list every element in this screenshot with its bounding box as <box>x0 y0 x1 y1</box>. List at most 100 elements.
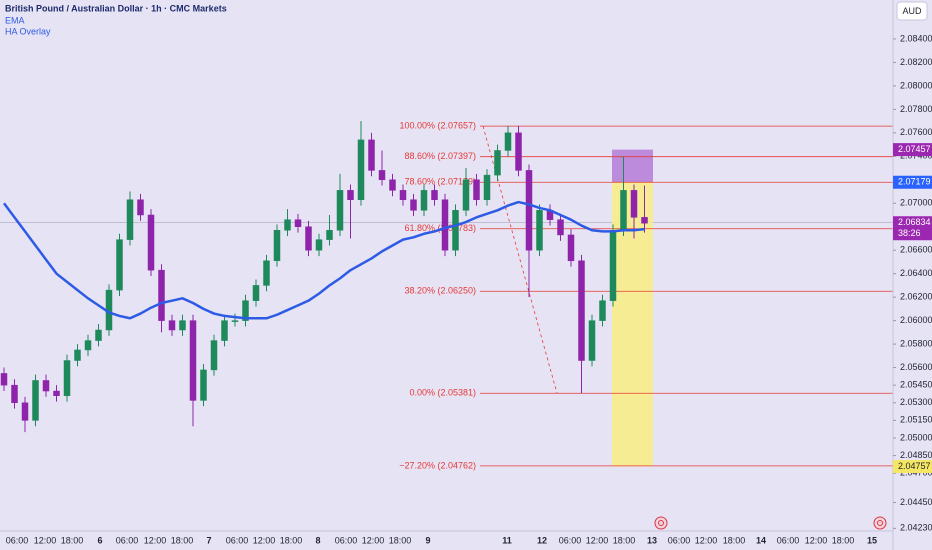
x-tick-label: 15 <box>867 535 877 545</box>
x-tick-label: 14 <box>756 535 766 545</box>
fib-label: 78.60% (2.07179) <box>404 177 476 187</box>
candle-body <box>284 219 291 231</box>
fib-label: 100.00% (2.07657) <box>399 121 476 131</box>
candle-body <box>347 190 354 200</box>
chart-title: British Pound / Australian Dollar · 1h ·… <box>5 3 227 13</box>
candle-body <box>620 190 627 231</box>
candle-body <box>494 150 501 176</box>
y-tick-label: 2.05800 <box>900 338 932 348</box>
candle-body <box>368 139 375 171</box>
target-price-tag-label: 2.04757 <box>898 461 931 471</box>
x-tick-label: 06:00 <box>116 535 139 545</box>
stop-price-tag-label: 2.07457 <box>898 144 931 154</box>
currency-button[interactable] <box>896 1 928 21</box>
candle-body <box>473 179 480 200</box>
entry-price-tag-label: 2.07179 <box>898 177 931 187</box>
candle-body <box>557 219 564 236</box>
x-tick-label: 18:00 <box>723 535 746 545</box>
fib-label: −27.20% (2.04762) <box>399 460 476 470</box>
x-tick-label: 06:00 <box>559 535 582 545</box>
indicator-label: HA Overlay <box>5 26 51 36</box>
x-tick-label: 9 <box>425 535 430 545</box>
candle-body <box>242 300 249 321</box>
fib-trend-line <box>482 126 558 394</box>
candle-body <box>32 380 39 421</box>
x-tick-label: 7 <box>206 535 211 545</box>
x-tick-label: 18:00 <box>280 535 303 545</box>
candle-body <box>410 199 417 211</box>
candle-body <box>441 199 449 251</box>
candle-body <box>578 260 585 361</box>
candle-body <box>336 190 344 231</box>
countdown-label: 38:26 <box>898 228 921 238</box>
candle-body <box>11 384 18 404</box>
candle-body <box>21 402 29 421</box>
candle-body <box>630 190 638 218</box>
entry-price-tag <box>893 175 932 189</box>
candle-body <box>95 329 102 341</box>
x-tick-label: 13 <box>647 535 657 545</box>
x-tick-label: 06:00 <box>226 535 249 545</box>
candle-body <box>609 230 617 301</box>
x-tick-label: 12:00 <box>253 535 276 545</box>
candle-body <box>515 132 522 171</box>
candle-body <box>126 199 134 240</box>
candle-body <box>378 170 386 181</box>
fib-label: 38.20% (2.06250) <box>404 286 476 296</box>
target-zone <box>612 182 653 467</box>
y-tick-label: 2.05300 <box>900 397 932 407</box>
candle-body <box>147 214 155 271</box>
x-tick-label: 8 <box>315 535 320 545</box>
event-icon[interactable] <box>873 516 887 530</box>
x-tick-label: 12 <box>537 535 547 545</box>
candle-body <box>84 340 92 351</box>
candle-body <box>588 320 596 361</box>
y-tick-label: 2.05450 <box>900 380 932 390</box>
y-tick-label: 2.07000 <box>900 198 932 208</box>
x-tick-label: 06:00 <box>777 535 800 545</box>
y-tick-label: 2.04230 <box>900 523 932 533</box>
y-tick-label: 2.05150 <box>900 415 932 425</box>
x-tick-label: 11 <box>502 535 512 545</box>
candle-body <box>462 179 470 211</box>
x-tick-label: 06:00 <box>335 535 358 545</box>
target-price-tag <box>893 459 932 473</box>
event-icon[interactable] <box>654 516 668 530</box>
last-price-tag-label: 2.06834 <box>898 217 931 227</box>
stop-price-tag <box>893 143 932 157</box>
ema-line <box>2 200 645 320</box>
fib-label: 61.80% (2.06783) <box>404 223 476 233</box>
candle-body <box>420 190 428 211</box>
x-tick-label: 06:00 <box>668 535 691 545</box>
candle-body <box>63 360 71 396</box>
currency-label[interactable]: AUD <box>902 6 922 16</box>
y-tick-label: 2.08200 <box>900 57 932 67</box>
x-tick-label: 6 <box>97 535 102 545</box>
x-tick-label: 12:00 <box>586 535 609 545</box>
y-tick-label: 2.04450 <box>900 497 932 507</box>
candle-body <box>42 380 50 392</box>
candle-body <box>231 320 239 322</box>
x-tick-label: 06:00 <box>6 535 29 545</box>
candle-body <box>452 210 459 251</box>
candle-body <box>567 234 575 262</box>
plot-area: 100.00% (2.07657) 88.60% (2.07397) 78.60% … <box>0 121 893 470</box>
y-tick-label: 2.06400 <box>900 268 932 278</box>
fib-label: 88.60% (2.07397) <box>404 151 476 161</box>
candle-body <box>431 190 438 200</box>
candle-body <box>326 230 333 240</box>
candle-body <box>315 239 323 251</box>
y-tick-label: 2.07600 <box>900 127 932 137</box>
y-tick-label: 2.06600 <box>900 245 932 255</box>
candle-body <box>599 300 606 321</box>
candle-body <box>273 230 281 262</box>
candle-body <box>74 349 81 361</box>
stop-zone <box>612 149 653 183</box>
x-tick-label: 18:00 <box>613 535 636 545</box>
candle-body <box>399 190 407 200</box>
candle-body <box>483 174 491 200</box>
y-tick-label: 2.06000 <box>900 315 932 325</box>
x-tick-label: 18:00 <box>171 535 194 545</box>
candle-body <box>53 390 60 396</box>
